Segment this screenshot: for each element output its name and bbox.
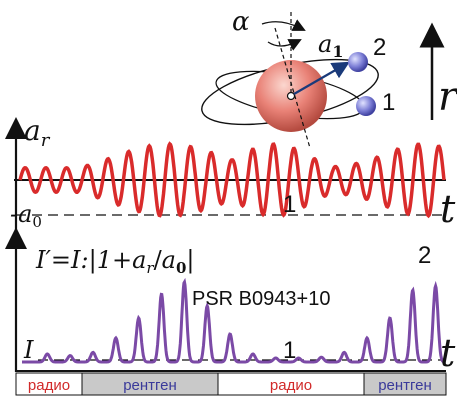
spin-arrow [267, 39, 302, 51]
pulsar-name: PSR B0943+10 [192, 288, 330, 310]
plot1-neg-a0-label: -a0 [10, 200, 42, 231]
band-label-radio-1: радио [28, 377, 70, 394]
plot1-curve-label: 1 [283, 191, 296, 218]
plot1-xlabel: t [440, 187, 456, 231]
star-system-schematic: α a1 2 1 r [201, 7, 457, 149]
band-label-xray-1: рентген [123, 377, 177, 394]
plot2-baseline-label: I [23, 336, 34, 364]
center-point [286, 91, 296, 101]
band-label-radio-2: радио [270, 377, 312, 394]
satellite-2-label: 2 [373, 34, 386, 61]
plot1-oscillation-curve [18, 141, 446, 219]
a1-vector-arrow [293, 61, 350, 95]
alpha-label: α [232, 7, 250, 37]
r-label: r [438, 74, 457, 120]
plot1-ylabel: ar [24, 114, 51, 151]
a1-label: a1 [318, 30, 343, 61]
plot2-formula: I′=I:|1+ar/a0| [35, 246, 195, 277]
plot2-curve-2-label: 2 [418, 242, 431, 269]
intensity-plot: радио рентген радио рентген I′=I:|1+ar/a… [5, 227, 456, 396]
amplitude-plot: ar -a0 1 t [5, 114, 456, 231]
plot2-curve-1-label: 1 [283, 337, 296, 364]
satellite-2 [348, 52, 368, 72]
plot2-xlabel: t [440, 331, 456, 375]
band-label-xray-2: рентген [378, 377, 432, 394]
band-xray-2 [363, 372, 447, 396]
satellite-1-label: 1 [382, 89, 395, 116]
plot2-pulse-curve [22, 277, 445, 364]
satellite-1 [356, 96, 376, 116]
alpha-arc [261, 19, 306, 31]
